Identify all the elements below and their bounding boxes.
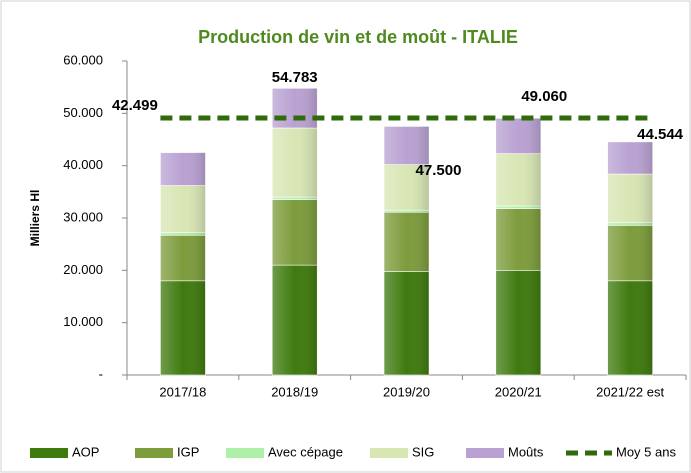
total-label: 42.499: [112, 97, 158, 114]
bar-shade: [160, 232, 206, 236]
x-tick-label: 2018/19: [271, 384, 318, 399]
legend-label: Avec cépage: [268, 444, 343, 459]
chart-title: Production de vin et de moût - ITALIE: [198, 27, 518, 47]
bar-shade: [160, 152, 206, 186]
total-label: 54.783: [272, 69, 318, 86]
y-tick-label: 50.000: [63, 105, 103, 120]
bar-shade: [160, 235, 206, 281]
y-tick-label: 10.000: [63, 314, 103, 329]
legend-label: IGP: [177, 444, 199, 459]
y-axis-label: Milliers Hl: [28, 190, 42, 247]
legend-swatch: [135, 448, 173, 458]
bar-shade: [495, 270, 541, 375]
bar-shade: [607, 280, 653, 375]
x-tick-label: 2020/21: [495, 384, 542, 399]
bar-shade: [384, 164, 429, 211]
y-tick-label: 40.000: [63, 157, 103, 172]
legend-swatch: [466, 448, 504, 458]
bar-shade: [272, 265, 318, 375]
bar-shade: [160, 185, 206, 233]
legend-label: AOP: [72, 444, 99, 459]
x-tick-label: 2021/22 est: [596, 384, 664, 399]
bar-shade: [272, 88, 318, 128]
legend-label: SIG: [412, 444, 434, 459]
bar-shade: [384, 271, 429, 375]
legend-swatch: [30, 448, 68, 458]
bar-shade: [495, 153, 541, 206]
legend-label: Moy 5 ans: [616, 444, 676, 459]
bar-shade: [160, 280, 206, 375]
legend-swatch: [370, 448, 408, 458]
x-tick-label: 2017/18: [159, 384, 206, 399]
bar-shade: [495, 118, 541, 154]
bar-shade: [495, 208, 541, 271]
bar-shade: [495, 205, 541, 209]
y-tick-label: -: [99, 366, 103, 381]
bar-shade: [607, 174, 653, 223]
bar-shade: [272, 197, 318, 200]
legend-swatch: [226, 448, 264, 458]
y-tick-label: 60.000: [63, 52, 103, 67]
bar-shade: [272, 199, 318, 266]
bar-shade: [384, 126, 429, 165]
total-label: 44.544: [637, 126, 684, 143]
bar-shade: [607, 225, 653, 281]
legend-label: Moûts: [508, 444, 544, 459]
bar-shade: [607, 222, 653, 226]
total-label: 47.500: [416, 162, 462, 179]
y-tick-label: 20.000: [63, 262, 103, 277]
bar-shade: [384, 210, 429, 213]
bar-shade: [272, 127, 318, 198]
bar-shade: [607, 141, 653, 175]
y-tick-label: 30.000: [63, 209, 103, 224]
x-tick-label: 2019/20: [383, 384, 430, 399]
total-label: 49.060: [521, 88, 567, 105]
bar-shade: [384, 212, 429, 272]
